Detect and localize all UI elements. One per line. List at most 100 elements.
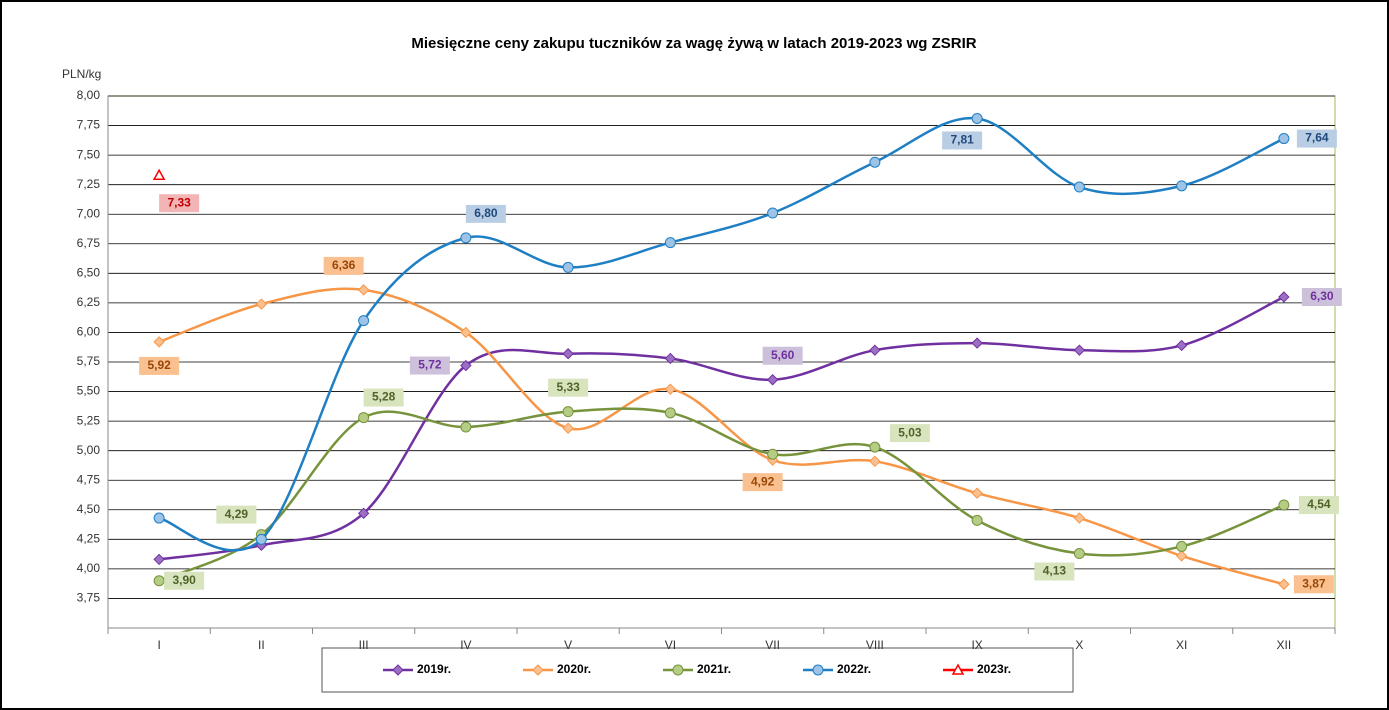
data-label: 5,28 [372, 390, 396, 404]
data-label-bg [889, 424, 930, 443]
marker [1278, 133, 1290, 145]
legend-marker [812, 664, 824, 676]
data-label-bg [323, 256, 364, 275]
marker [460, 359, 472, 372]
marker [1073, 548, 1085, 560]
marker [1176, 180, 1188, 192]
y-tick-label: 6,50 [77, 266, 101, 280]
marker [767, 207, 779, 219]
y-tick-label: 7,75 [77, 118, 101, 132]
data-label-bg [1293, 575, 1334, 594]
data-label: 4,29 [225, 507, 249, 521]
data-label: 4,54 [1307, 497, 1331, 511]
marker [766, 374, 779, 386]
data-label-bg [465, 204, 506, 223]
marker [460, 326, 472, 339]
y-axis-label: PLN/kg [62, 67, 101, 81]
marker [1073, 344, 1086, 356]
marker [869, 156, 881, 168]
marker [460, 232, 472, 244]
x-tick-label: II [258, 638, 265, 652]
marker [153, 512, 165, 524]
data-label: 4,92 [751, 474, 775, 488]
x-tick-label: VI [665, 638, 676, 652]
marker [153, 336, 165, 348]
data-label: 5,60 [771, 348, 795, 362]
x-tick-label: IV [460, 638, 471, 652]
marker [971, 487, 983, 499]
x-tick-label: IX [971, 638, 982, 652]
x-tick-label: III [359, 638, 369, 652]
data-label: 7,64 [1305, 131, 1329, 145]
y-tick-label: 7,25 [77, 177, 101, 191]
data-label-bg [1301, 287, 1342, 306]
x-tick-label: VII [765, 638, 780, 652]
marker [357, 507, 370, 520]
marker [1278, 578, 1290, 590]
data-label: 5,03 [898, 425, 922, 439]
marker [664, 237, 676, 249]
data-label: 6,36 [332, 258, 356, 272]
y-tick-label: 6,00 [77, 325, 101, 339]
data-label: 5,72 [418, 358, 442, 372]
data-label-bg [216, 505, 257, 524]
data-label: 6,30 [1310, 289, 1334, 303]
marker [1278, 291, 1290, 303]
marker [1073, 181, 1085, 193]
marker [869, 455, 881, 468]
marker [1176, 540, 1188, 552]
data-label-bg [159, 194, 200, 213]
data-label-bg [363, 388, 404, 407]
data-label: 5,92 [147, 358, 171, 372]
legend-marker [392, 664, 404, 676]
data-label: 7,33 [167, 195, 191, 209]
legend-label: 2021r. [697, 662, 731, 676]
marker [562, 348, 574, 360]
data-label-bg [139, 356, 180, 375]
x-tick-label: VIII [866, 638, 884, 652]
marker [767, 448, 779, 460]
y-tick-label: 7,00 [77, 206, 101, 220]
marker [153, 553, 165, 566]
legend-marker [951, 663, 965, 675]
series-line [158, 407, 1285, 582]
marker [1175, 550, 1188, 562]
x-tick-label: XI [1176, 638, 1187, 652]
data-label-bg [742, 473, 783, 492]
marker [664, 352, 677, 365]
data-label-bg [942, 131, 983, 150]
y-tick-label: 7,50 [77, 147, 101, 161]
x-tick-label: X [1075, 638, 1083, 652]
y-tick-label: 6,25 [77, 295, 101, 309]
y-tick-label: 3,75 [77, 591, 101, 605]
marker [1073, 512, 1086, 524]
x-tick-label: XII [1277, 638, 1292, 652]
marker [562, 406, 574, 418]
y-tick-label: 5,00 [77, 443, 101, 457]
legend-label: 2022r. [837, 662, 871, 676]
y-tick-label: 4,25 [77, 532, 101, 546]
data-label: 3,87 [1302, 576, 1326, 590]
marker [971, 337, 983, 349]
legend-marker [532, 664, 544, 676]
legend-label: 2023r. [977, 662, 1011, 676]
marker [358, 412, 370, 424]
data-label: 6,80 [474, 206, 498, 220]
y-tick-label: 4,00 [77, 561, 101, 575]
y-tick-label: 6,75 [77, 236, 101, 250]
marker [869, 344, 881, 356]
x-tick-label: V [564, 638, 572, 652]
marker [971, 112, 983, 124]
marker [255, 298, 268, 310]
y-tick-label: 5,75 [77, 354, 101, 368]
marker [460, 421, 472, 433]
y-tick-label: 5,50 [77, 384, 101, 398]
series-line [158, 295, 1285, 561]
marker [1175, 339, 1188, 352]
data-label-bg [409, 356, 450, 375]
marker [357, 284, 370, 296]
marker [1278, 499, 1290, 511]
legend-label: 2019r. [417, 662, 451, 676]
